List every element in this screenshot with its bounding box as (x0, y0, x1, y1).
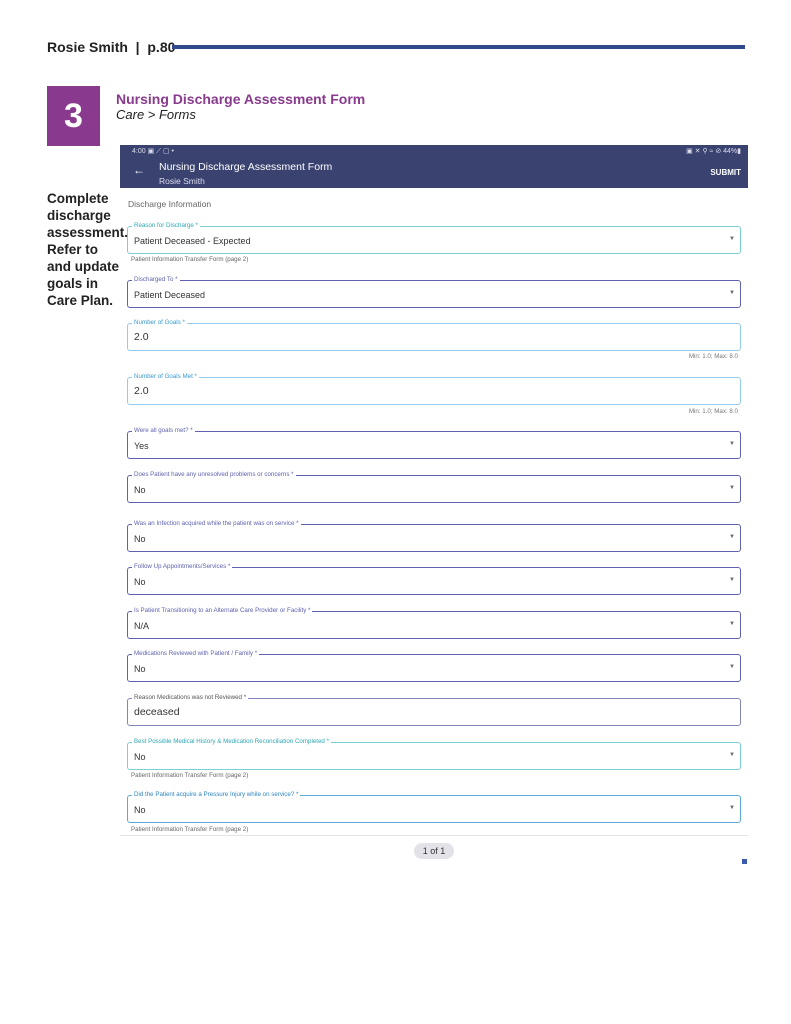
field-value: No (134, 534, 146, 544)
step-number: 3 (47, 86, 100, 146)
field-helper: Min: 1.0; Max: 8.0 (688, 353, 738, 360)
field-label: Medications Reviewed with Patient / Fami… (132, 650, 260, 657)
caret-down-icon: ▼ (729, 577, 735, 583)
medication-reconciliation-select[interactable]: Best Possible Medical History & Medicati… (127, 738, 741, 770)
pressure-injury-select[interactable]: Did the Patient acquire a Pressure Injur… (127, 791, 741, 823)
corner-icon (742, 859, 747, 864)
field-label: Is Patient Transitioning to an Alternate… (132, 607, 313, 614)
field-helper: Patient Information Transfer Form (page … (131, 256, 249, 263)
field-label: Reason Medications was not Reviewed * (132, 694, 249, 701)
section-title: Discharge Information (128, 199, 212, 209)
field-helper: Patient Information Transfer Form (page … (131, 826, 249, 833)
field-label: Does Patient have any unresolved problem… (132, 471, 296, 478)
field-helper: Patient Information Transfer Form (page … (131, 772, 249, 779)
field-value: N/A (134, 621, 150, 631)
divider (120, 835, 748, 836)
transitioning-select[interactable]: Is Patient Transitioning to an Alternate… (127, 607, 741, 639)
field-value: Patient Deceased (134, 290, 206, 300)
field-helper: Min: 1.0; Max: 8.0 (688, 408, 738, 415)
field-label: Were all goals met? * (132, 427, 195, 434)
caret-down-icon: ▼ (729, 664, 735, 670)
caret-down-icon: ▼ (729, 441, 735, 447)
caret-down-icon: ▼ (729, 236, 735, 242)
number-of-goals-met-input[interactable]: Number of Goals Met * 2.0 (127, 373, 741, 405)
field-value: No (134, 485, 146, 495)
infection-acquired-select[interactable]: Was an Infection acquired while the pati… (127, 520, 741, 552)
field-label: Number of Goals * (132, 319, 187, 326)
field-label: Number of Goals Met * (132, 373, 199, 380)
field-label: Reason for Discharge * (132, 222, 200, 229)
field-label: Best Possible Medical History & Medicati… (132, 738, 331, 745)
field-label: Follow Up Appointments/Services * (132, 563, 233, 570)
app-bar: 4:00 ▣ ⟋ ▢ • ▣ ✕ ⚲ ≈ ⊘ 44%▮ ← Nursing Di… (120, 145, 748, 188)
arrow-left-icon[interactable]: ← (133, 163, 145, 177)
field-value: 2.0 (134, 385, 149, 397)
reason-for-discharge-select[interactable]: Reason for Discharge * Patient Deceased -… (127, 222, 741, 254)
goals-met-select[interactable]: Were all goals met? * Yes ▼ (127, 427, 741, 459)
follow-up-select[interactable]: Follow Up Appointments/Services * No ▼ (127, 563, 741, 595)
status-bar-left: 4:00 ▣ ⟋ ▢ • (132, 148, 174, 155)
number-of-goals-input[interactable]: Number of Goals * 2.0 (127, 319, 741, 351)
caret-down-icon: ▼ (729, 485, 735, 491)
step-title: Nursing Discharge Assessment Form (116, 91, 366, 107)
caret-down-icon: ▼ (729, 752, 735, 758)
submit-button[interactable]: SUBMIT (710, 168, 741, 177)
field-value: No (134, 664, 146, 674)
unresolved-problems-select[interactable]: Does Patient have any unresolved problem… (127, 471, 741, 503)
document-header: Rosie Smith | p.80 (47, 39, 176, 55)
reason-medications-not-reviewed-input[interactable]: Reason Medications was not Reviewed * dec… (127, 694, 741, 726)
medications-reviewed-select[interactable]: Medications Reviewed with Patient / Fami… (127, 650, 741, 682)
field-label: Discharged To * (132, 276, 180, 283)
field-label: Did the Patient acquire a Pressure Injur… (132, 791, 301, 798)
field-value: Patient Deceased - Expected (134, 236, 251, 246)
header-rule (172, 45, 745, 49)
discharged-to-select[interactable]: Discharged To * Patient Deceased ▼ (127, 276, 741, 308)
app-subtitle: Rosie Smith (159, 176, 205, 186)
field-value: No (134, 805, 146, 815)
pagination-indicator: 1 of 1 (414, 843, 454, 859)
field-label: Was an Infection acquired while the pati… (132, 520, 301, 527)
caret-down-icon: ▼ (729, 534, 735, 540)
caret-down-icon: ▼ (729, 805, 735, 811)
status-bar-right: ▣ ✕ ⚲ ≈ ⊘ 44%▮ (686, 148, 741, 155)
caret-down-icon: ▼ (729, 621, 735, 627)
breadcrumb: Care > Forms (116, 107, 196, 122)
caret-down-icon: ▼ (729, 290, 735, 296)
field-value: No (134, 577, 146, 587)
field-value: 2.0 (134, 331, 149, 343)
app-title: Nursing Discharge Assessment Form (159, 161, 333, 173)
field-value: deceased (134, 706, 180, 718)
instruction-text: Complete discharge assessment. Refer to … (47, 191, 129, 308)
field-value: Yes (134, 441, 149, 451)
field-value: No (134, 752, 146, 762)
